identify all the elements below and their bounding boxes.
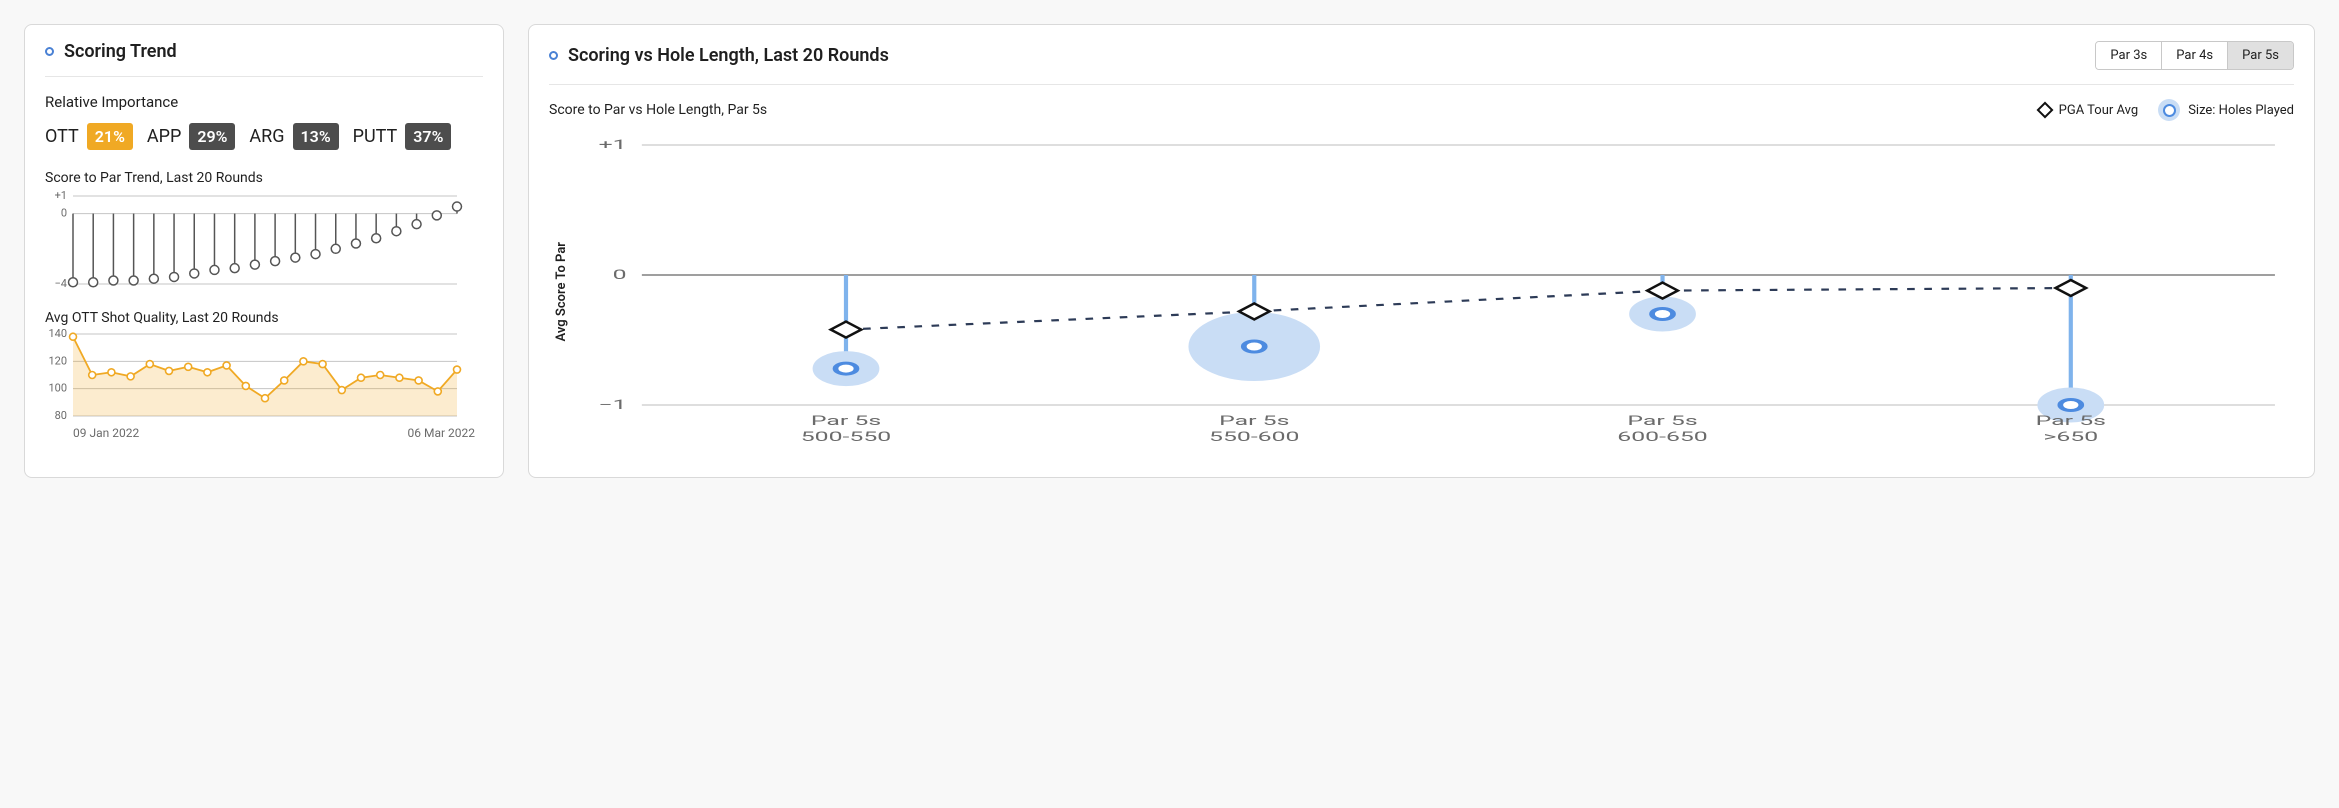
legend-size: Size: Holes Played <box>2158 99 2294 121</box>
bullet-icon <box>45 47 54 56</box>
card-title: Scoring Trend <box>45 41 177 62</box>
tab-par3s[interactable]: Par 3s <box>2096 42 2162 69</box>
card-title-text: Scoring Trend <box>64 41 177 62</box>
importance-label: PUTT <box>353 126 398 147</box>
importance-putt: PUTT 37% <box>353 123 452 150</box>
svg-text:140: 140 <box>48 327 67 340</box>
svg-text:Par 5s: Par 5s <box>2036 413 2106 428</box>
tab-par5s[interactable]: Par 5s <box>2228 42 2293 69</box>
importance-value: 13% <box>293 123 339 150</box>
y-axis-label-col: Avg Score To Par <box>549 127 573 457</box>
par-tabs: Par 3sPar 4sPar 5s <box>2095 41 2294 70</box>
svg-text:−1: −1 <box>598 397 626 412</box>
legend: PGA Tour Avg Size: Holes Played <box>2039 99 2294 121</box>
svg-text:80: 80 <box>55 409 67 422</box>
svg-text:>650: >650 <box>2043 429 2098 444</box>
svg-text:500-550: 500-550 <box>801 429 891 444</box>
ott-chart-title: Avg OTT Shot Quality, Last 20 Rounds <box>45 310 483 326</box>
importance-value: 37% <box>405 123 451 150</box>
x-start-date: 09 Jan 2022 <box>73 426 139 440</box>
card-header: Scoring Trend <box>45 41 483 77</box>
svg-text:Par 5s: Par 5s <box>811 413 881 428</box>
svg-text:550-600: 550-600 <box>1209 429 1299 444</box>
importance-ott: OTT 21% <box>45 123 133 150</box>
score-vs-length-chart: −10+1Par 5s500-550Par 5s550-600Par 5s600… <box>577 127 2294 457</box>
svg-text:600-650: 600-650 <box>1617 429 1707 444</box>
big-chart-wrap: Avg Score To Par −10+1Par 5s500-550Par 5… <box>549 127 2294 457</box>
importance-label: OTT <box>45 126 79 147</box>
importance-arg: ARG 13% <box>249 123 338 150</box>
svg-text:Par 5s: Par 5s <box>1627 413 1697 428</box>
diamond-icon <box>2036 102 2053 119</box>
subtitle: Score to Par vs Hole Length, Par 5s <box>549 102 767 118</box>
svg-text:100: 100 <box>48 382 67 395</box>
y-axis-label: Avg Score To Par <box>554 242 569 341</box>
circle-icon <box>2158 99 2180 121</box>
svg-text:−4: −4 <box>55 277 67 290</box>
svg-text:0: 0 <box>61 207 67 220</box>
importance-value: 29% <box>189 123 235 150</box>
svg-text:120: 120 <box>48 354 67 367</box>
card-title: Scoring vs Hole Length, Last 20 Rounds <box>549 45 889 66</box>
card-header: Scoring vs Hole Length, Last 20 Rounds P… <box>549 41 2294 85</box>
tab-par4s[interactable]: Par 4s <box>2162 42 2228 69</box>
svg-text:Par 5s: Par 5s <box>1219 413 1289 428</box>
importance-row: OTT 21% APP 29% ARG 13% PUTT 37% <box>45 123 483 150</box>
importance-label: ARG <box>249 126 284 147</box>
legend-pga: PGA Tour Avg <box>2039 103 2139 118</box>
importance-value: 21% <box>87 123 133 150</box>
legend-size-label: Size: Holes Played <box>2188 103 2294 118</box>
x-end-date: 06 Mar 2022 <box>408 426 476 440</box>
svg-text:0: 0 <box>613 267 627 282</box>
svg-text:+1: +1 <box>599 137 627 152</box>
hole-length-card: Scoring vs Hole Length, Last 20 Rounds P… <box>528 24 2315 478</box>
legend-pga-label: PGA Tour Avg <box>2059 103 2139 118</box>
ott-quality-chart: 80 100 120 140 <box>45 330 465 420</box>
subheader-row: Score to Par vs Hole Length, Par 5s PGA … <box>549 99 2294 121</box>
importance-heading: Relative Importance <box>45 93 483 111</box>
scoring-trend-card: Scoring Trend Relative Importance OTT 21%… <box>24 24 504 478</box>
bullet-icon <box>549 51 558 60</box>
card-title-text: Scoring vs Hole Length, Last 20 Rounds <box>568 45 889 66</box>
importance-app: APP 29% <box>147 123 236 150</box>
trend-chart-title: Score to Par Trend, Last 20 Rounds <box>45 170 483 186</box>
svg-text:+1: +1 <box>55 189 67 202</box>
importance-label: APP <box>147 126 181 147</box>
score-trend-chart: −4 0 +1 <box>45 190 465 290</box>
ott-x-labels: 09 Jan 2022 06 Mar 2022 <box>45 420 483 440</box>
